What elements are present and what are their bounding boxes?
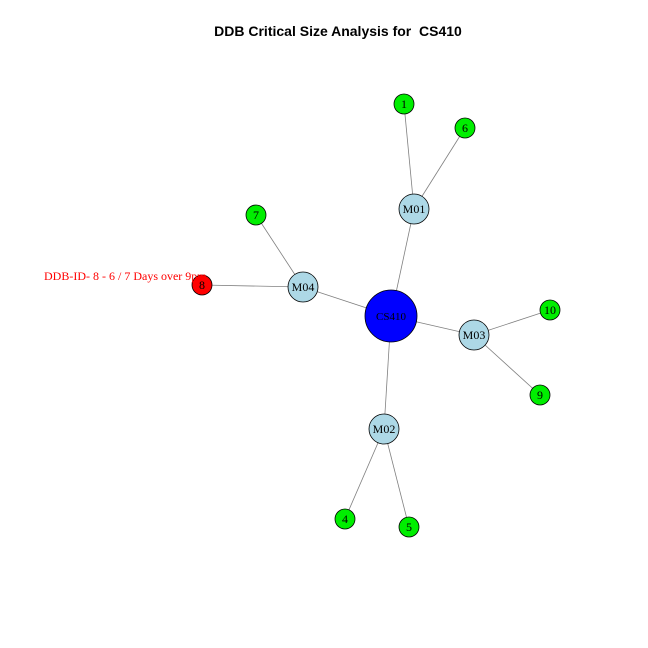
node-9-circle <box>529 384 551 406</box>
node-8-circle <box>191 274 213 296</box>
node-layer: CS410 M01 M02 M03 M04 1 6 7 8 10 9 4 5 <box>191 93 561 538</box>
node-1-circle <box>393 93 415 115</box>
node-6: 6 <box>454 117 476 139</box>
node-M02: M02 <box>368 413 400 445</box>
node-8-annotation: DDB-ID- 8 - 6 / 7 Days over 9pm <box>44 269 207 283</box>
edge-M01-1 <box>403 103 415 210</box>
edge-M04-8 <box>201 284 304 288</box>
node-M04-circle <box>287 271 319 303</box>
node-5-label: 5 <box>406 520 412 534</box>
node-4-circle <box>334 508 356 530</box>
node-M02-circle <box>368 413 400 445</box>
node-CS410-label: CS410 <box>376 311 406 323</box>
node-10: 10 <box>539 299 561 321</box>
node-5-circle <box>398 516 420 538</box>
edge-M02-5 <box>383 428 410 528</box>
node-M04: M04 <box>287 271 319 303</box>
node-8-label: 8 <box>199 278 205 292</box>
node-CS410: CS410 <box>364 289 418 343</box>
node-M01-label: M01 <box>403 202 426 216</box>
node-10-label: 10 <box>544 303 556 317</box>
node-5: 5 <box>398 516 420 538</box>
node-6-label: 6 <box>462 121 468 135</box>
node-M04-label: M04 <box>292 280 315 294</box>
node-9-label: 9 <box>537 388 543 402</box>
node-1: 1 <box>393 93 415 115</box>
node-10-circle <box>539 299 561 321</box>
node-M03-circle <box>458 319 490 351</box>
node-7: 7 <box>245 204 267 226</box>
node-7-circle <box>245 204 267 226</box>
node-CS410-circle <box>364 289 418 343</box>
graph-title: DDB Critical Size Analysis for CS410 <box>214 23 462 39</box>
node-8: 8 <box>191 274 213 296</box>
node-4: 4 <box>334 508 356 530</box>
node-7-label: 7 <box>253 208 259 222</box>
node-M01-circle <box>398 193 430 225</box>
node-4-label: 4 <box>342 512 348 526</box>
node-1-label: 1 <box>401 97 407 111</box>
node-6-circle <box>454 117 476 139</box>
node-M03-label: M03 <box>463 328 486 342</box>
node-9: 9 <box>529 384 551 406</box>
edge-M01-6 <box>413 127 466 210</box>
node-M01: M01 <box>398 193 430 225</box>
node-M02-label: M02 <box>373 422 396 436</box>
node-M03: M03 <box>458 319 490 351</box>
edge-M02-4 <box>344 428 385 520</box>
